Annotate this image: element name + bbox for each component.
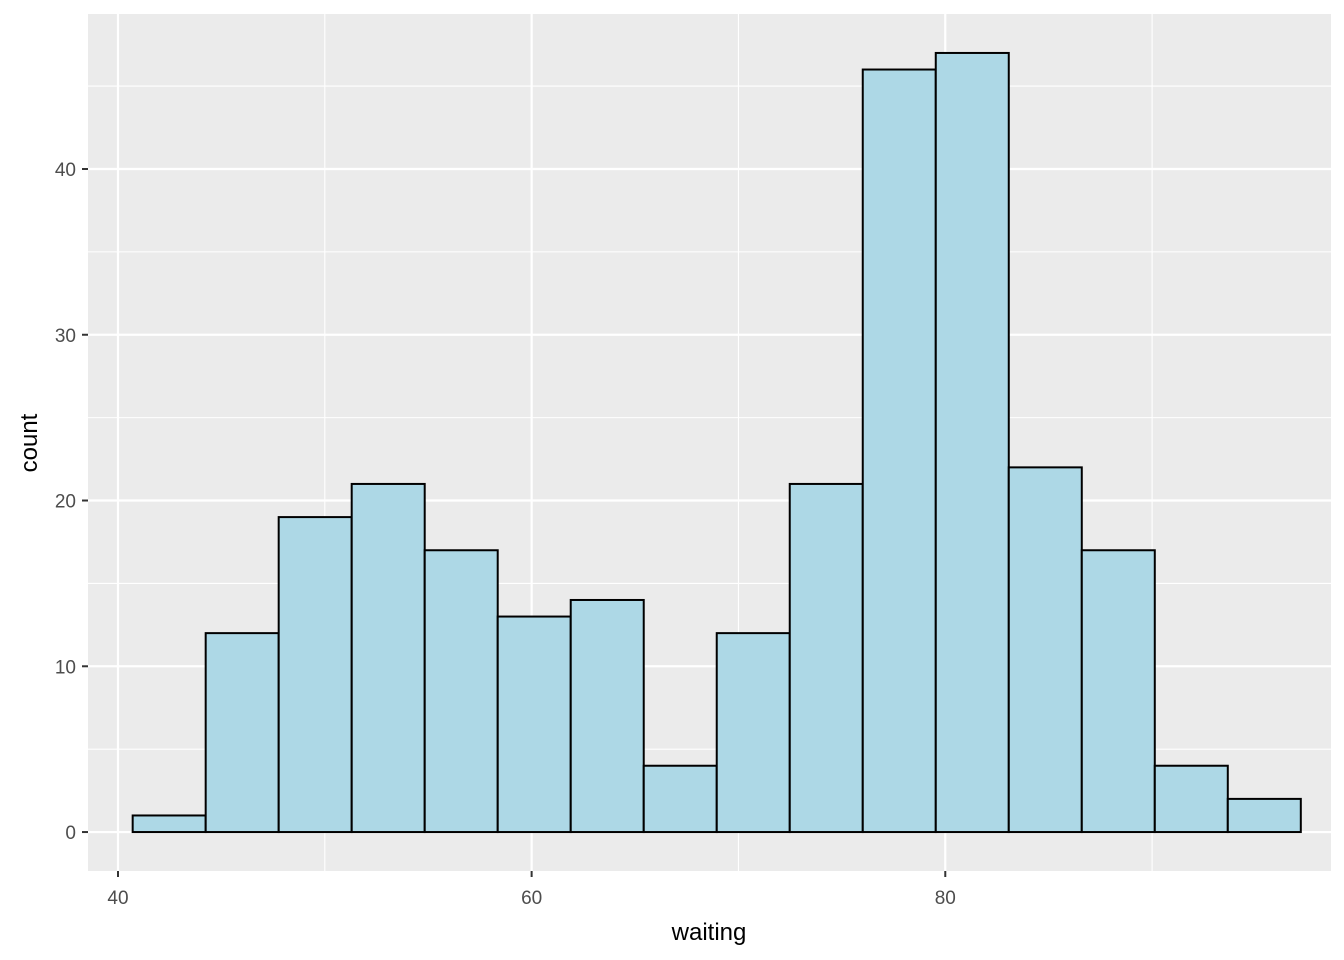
y-tick-label: 0 [65, 823, 76, 844]
histogram-bar [861, 68, 937, 834]
histogram-bar [1153, 764, 1229, 834]
x-tick-label: 80 [935, 888, 956, 909]
x-tick-label: 60 [521, 888, 542, 909]
y-tick-label: 30 [55, 326, 76, 347]
x-tick-label: 40 [107, 888, 128, 909]
histogram-bar [788, 482, 864, 834]
histogram-bar [496, 615, 572, 834]
x-axis-ticks: 40 60 80 [107, 871, 956, 909]
y-tick-label: 10 [55, 657, 76, 678]
y-axis-title: count [16, 413, 43, 472]
histogram-bar [1226, 797, 1302, 834]
histogram-bar [1007, 466, 1083, 834]
histogram-bar [131, 814, 207, 834]
y-tick-label: 40 [55, 160, 76, 181]
y-tick-label: 20 [55, 492, 76, 513]
y-axis-ticks: 0 10 20 30 40 [55, 160, 88, 844]
histogram-bar [423, 549, 499, 834]
histogram-bar [1080, 549, 1156, 834]
histogram-bar [934, 51, 1010, 834]
histogram-bar [204, 632, 280, 834]
histogram-bars [131, 51, 1302, 834]
histogram-bar [569, 598, 645, 834]
histogram-bar [715, 632, 791, 834]
histogram-bar [277, 516, 353, 834]
x-axis-title: waiting [671, 919, 747, 946]
histogram-bar [642, 764, 718, 834]
histogram-bar [350, 482, 426, 834]
